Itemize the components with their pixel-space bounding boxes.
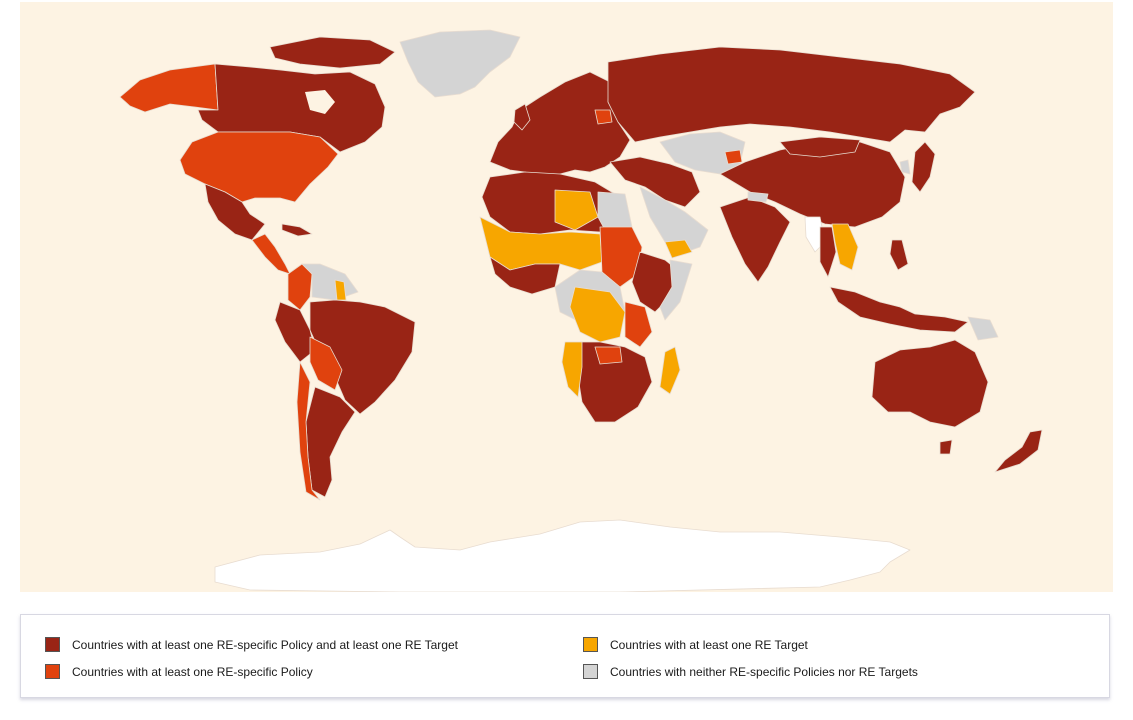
region-angola-namibia <box>561 341 583 398</box>
region-canada <box>197 63 386 153</box>
legend-item-policy-and-target: Countries with at least one RE-specific … <box>45 637 458 652</box>
world-map <box>119 29 1043 592</box>
region-uk <box>513 103 531 131</box>
region-yemen <box>664 239 693 259</box>
region-arctic-islands <box>269 36 396 69</box>
region-hudson-bay <box>305 90 335 114</box>
region-philippines <box>889 239 909 271</box>
region-turkey-iran <box>609 156 701 208</box>
region-east-africa <box>624 301 653 348</box>
region-suriname <box>334 279 347 301</box>
map-panel <box>20 2 1113 592</box>
region-russia <box>607 46 976 143</box>
region-somalia <box>659 259 693 321</box>
region-india <box>719 196 791 283</box>
region-mexico <box>204 183 266 241</box>
region-nepal <box>747 191 769 203</box>
legend-label-neither: Countries with neither RE-specific Polic… <box>610 664 918 679</box>
legend-label-target-only: Countries with at least one RE Target <box>610 637 808 652</box>
region-belarus <box>594 109 613 125</box>
region-peru <box>274 301 316 363</box>
region-png <box>967 316 999 341</box>
legend-item-neither: Countries with neither RE-specific Polic… <box>583 664 918 679</box>
legend-swatch-target-only <box>583 637 598 652</box>
region-australia <box>871 339 989 428</box>
region-indonesia <box>829 286 969 333</box>
legend-swatch-policy-only <box>45 664 60 679</box>
region-japan <box>911 141 936 193</box>
region-alaska <box>119 63 219 113</box>
region-chile <box>296 361 321 501</box>
region-caribbean <box>281 223 313 237</box>
region-zambia <box>594 346 623 365</box>
region-libya <box>554 189 599 231</box>
region-thailand <box>819 226 837 278</box>
region-korea-north <box>899 159 911 175</box>
region-drc <box>569 286 626 343</box>
region-tasmania <box>939 439 953 455</box>
region-southern-africa <box>577 341 653 423</box>
region-madagascar <box>659 346 681 395</box>
region-mongolia <box>779 136 861 158</box>
legend-swatch-neither <box>583 664 598 679</box>
legend-swatch-policy-and-target <box>45 637 60 652</box>
region-usa <box>179 131 339 203</box>
region-arabia <box>639 186 709 255</box>
region-bolivia-paraguay <box>309 336 343 391</box>
region-central-america <box>251 233 291 275</box>
region-argentina <box>305 386 356 498</box>
region-new-zealand <box>994 429 1043 473</box>
region-greenland <box>399 29 521 98</box>
legend: Countries with at least one RE-specific … <box>20 614 1110 698</box>
legend-label-policy-only: Countries with at least one RE-specific … <box>72 664 313 679</box>
region-egypt <box>597 191 633 231</box>
region-kyrgyzstan <box>724 149 743 165</box>
region-vietnam-laos <box>831 223 859 271</box>
legend-label-policy-and-target: Countries with at least one RE-specific … <box>72 637 458 652</box>
legend-item-policy-only: Countries with at least one RE-specific … <box>45 664 313 679</box>
region-antarctica <box>214 519 911 592</box>
legend-item-target-only: Countries with at least one RE Target <box>583 637 808 652</box>
